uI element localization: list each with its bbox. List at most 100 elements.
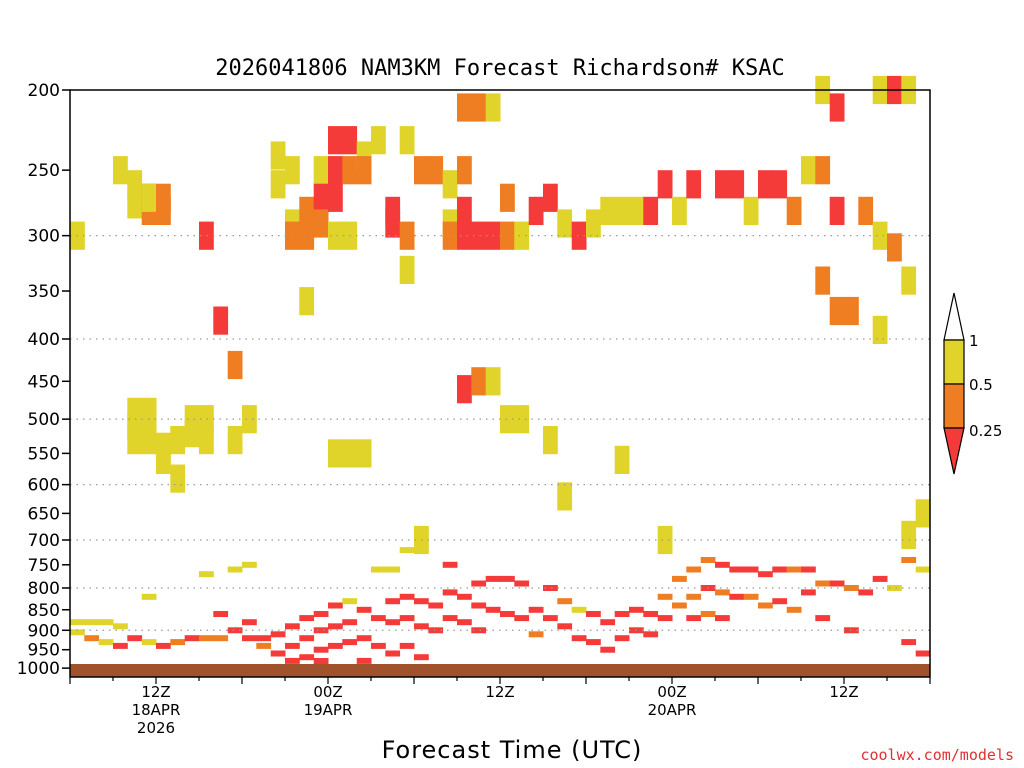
heatmap-cell (356, 156, 372, 185)
heatmap-cell (485, 367, 501, 396)
heatmap-cell (758, 602, 773, 609)
heatmap-cell (285, 623, 300, 630)
heatmap-cell (414, 598, 429, 605)
heatmap-cell (743, 196, 759, 225)
heatmap-cell (614, 635, 630, 642)
legend-swatch (943, 339, 965, 385)
heatmap-cell (600, 619, 616, 626)
heatmap-cell (313, 646, 329, 653)
heatmap-cell (543, 615, 558, 622)
heatmap-cell (829, 296, 845, 326)
heatmap-cell (270, 650, 286, 657)
heatmap-cell (199, 635, 214, 642)
heatmap-cell (772, 598, 788, 605)
heatmap-cell (643, 631, 659, 638)
x-tick-label: 12Z (829, 683, 858, 701)
heatmap-cell (256, 635, 272, 642)
heatmap-cell (328, 156, 343, 185)
heatmap-cell (213, 306, 229, 335)
heatmap-cell (342, 598, 358, 605)
heatmap-cell (227, 566, 243, 573)
heatmap-cell (758, 571, 773, 578)
heatmap-cell (629, 606, 644, 613)
heatmap-cell (672, 575, 687, 582)
y-tick-label: 550 (28, 444, 60, 464)
y-tick-label: 950 (28, 641, 60, 661)
heatmap-cell (643, 611, 659, 617)
heatmap-cell (858, 589, 874, 596)
heatmap-cell (500, 405, 515, 434)
heatmap-cell (285, 657, 300, 664)
heatmap-cell (758, 170, 773, 199)
y-tick-label: 450 (28, 372, 60, 392)
heatmap-cell (70, 619, 85, 626)
heatmap-cell (399, 126, 415, 155)
y-tick-label: 1000 (17, 659, 60, 679)
heatmap-cell (500, 183, 515, 212)
heatmap-cell (915, 566, 931, 573)
heatmap-cell (313, 183, 329, 212)
legend-under-triangle (943, 427, 965, 475)
chart-title: 2026041806 NAM3KM Forecast Richardson# K… (215, 56, 785, 81)
y-tick-label: 650 (28, 504, 60, 524)
heatmap-cell (113, 642, 128, 649)
heatmap-cell (184, 419, 200, 448)
heatmap-cell (156, 642, 171, 649)
heatmap-cell (528, 631, 544, 638)
legend: 1 0.5 0.25 (943, 292, 1002, 475)
heatmap-cell (485, 606, 501, 613)
heatmap-cell (141, 639, 157, 646)
heatmap-cell (514, 221, 530, 250)
heatmap-cell (213, 635, 229, 642)
heatmap-cell (299, 635, 315, 642)
heatmap-cell (356, 657, 372, 664)
heatmap-cell (313, 156, 329, 185)
heatmap-cell (457, 593, 472, 600)
heatmap-cell (887, 233, 902, 262)
heatmap-cell (543, 183, 558, 212)
heatmap-cell (442, 589, 458, 596)
heatmap-cell (629, 196, 644, 225)
heatmap-cell (356, 635, 372, 642)
heatmap-cell (557, 623, 573, 630)
y-tick-label: 600 (28, 476, 60, 496)
heatmap-cell (299, 615, 315, 622)
heatmap-cell (385, 566, 401, 573)
heatmap-cell (414, 623, 429, 630)
heatmap-cell (141, 593, 157, 600)
x-tick-label: 20APR (648, 701, 697, 719)
heatmap-cell (127, 190, 143, 219)
y-tick-label: 700 (28, 531, 60, 551)
heatmap-cell (414, 156, 429, 185)
heatmap-cell (686, 615, 702, 622)
heatmap-cell (915, 650, 931, 657)
heatmap-cell (858, 196, 874, 225)
heatmap-cell (901, 557, 917, 563)
heatmap-cell (127, 635, 143, 642)
heatmap-cell (156, 445, 171, 474)
heatmap-cell (457, 93, 472, 122)
heatmap-cell (715, 561, 730, 568)
heatmap-cell (328, 439, 343, 468)
heatmap-cell (815, 156, 831, 185)
heatmap-cell (428, 602, 444, 609)
heatmap-cell (600, 646, 616, 653)
heatmap-cell (500, 575, 515, 582)
heatmap-cell (500, 611, 515, 617)
heatmap-cell (672, 196, 687, 225)
heatmap-cell (657, 170, 673, 199)
heatmap-cell (528, 196, 544, 225)
heatmap-cell (98, 619, 114, 626)
heatmap-cell (471, 93, 487, 122)
heatmap-cell (872, 315, 888, 344)
y-tick-label: 400 (28, 330, 60, 350)
x-tick-label: 00Z (657, 683, 686, 701)
heatmap-cell (586, 639, 601, 646)
surface-band (70, 664, 930, 677)
heatmap-cell (500, 221, 515, 250)
heatmap-cell (285, 642, 300, 649)
heatmap-cell (242, 561, 257, 568)
heatmap-cell (457, 156, 472, 185)
heatmap-cell (715, 615, 730, 622)
y-tick-label: 500 (28, 410, 60, 430)
